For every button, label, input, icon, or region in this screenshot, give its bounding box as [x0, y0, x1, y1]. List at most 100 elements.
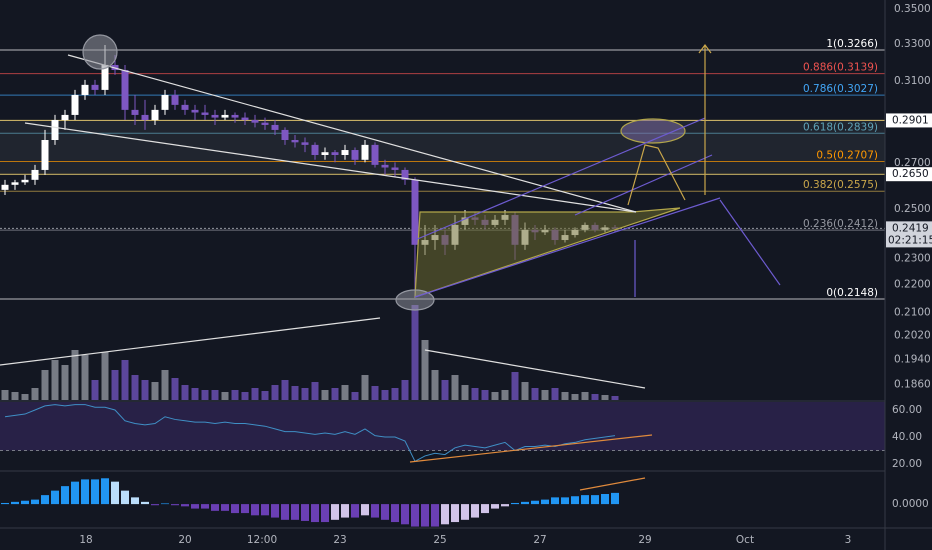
- volume-bar: [31, 388, 39, 400]
- arrow-head: [698, 44, 712, 54]
- volume-bar: [601, 395, 609, 400]
- macd-bar: [591, 495, 599, 505]
- arrow: [0, 317, 381, 366]
- macd-tick-label: 0.0000: [892, 498, 929, 510]
- macd-bar: [171, 504, 179, 506]
- y-tick-label: 0.3300: [894, 38, 931, 50]
- candle-body: [411, 179, 419, 245]
- candle-body: [191, 109, 199, 113]
- macd-bar: [541, 499, 549, 505]
- zone-box: [0, 121, 885, 173]
- volume-bar: [511, 372, 519, 400]
- y-tick-label: 0.1940: [894, 353, 931, 365]
- labels: 1.272(0.3571)1(0.3266)0.886(0.3139)0.786…: [79, 3, 932, 546]
- macd-bar: [551, 497, 559, 505]
- volume-bar: [501, 390, 509, 400]
- channel: [414, 197, 721, 298]
- macd-bar: [411, 504, 419, 527]
- volume-bar: [221, 392, 229, 400]
- macd-bar: [11, 501, 19, 505]
- volume-bar: [261, 391, 269, 400]
- candle-body: [201, 112, 209, 115]
- candle-body: [171, 94, 179, 105]
- candle-body: [391, 167, 399, 170]
- volume-bar: [231, 390, 239, 400]
- macd-bar: [291, 504, 299, 520]
- macd-bar: [141, 501, 149, 505]
- macd-bar: [121, 490, 129, 505]
- highlight: [620, 118, 686, 144]
- macd-bar: [71, 481, 79, 505]
- macd-bar: [561, 497, 569, 505]
- volume-bar: [321, 390, 329, 400]
- candle-body: [31, 169, 39, 180]
- volume-bar: [551, 388, 559, 400]
- volume-bar: [211, 390, 219, 400]
- fib-label: 0.786(0.3027): [803, 83, 878, 95]
- level-tag-label: 0.2650: [892, 168, 929, 180]
- macd-bar: [601, 494, 609, 505]
- fib-label: 0(0.2148): [826, 287, 878, 299]
- path: [627, 144, 686, 206]
- candle-body: [181, 104, 189, 110]
- y-tick-label: 0.2200: [894, 279, 931, 291]
- volume-bar: [441, 380, 449, 400]
- macd-bar: [271, 504, 279, 518]
- candle-body: [231, 114, 239, 118]
- channel: [574, 154, 713, 216]
- volume-bar: [281, 380, 289, 400]
- candle-body: [61, 114, 69, 121]
- x-tick-label: 27: [533, 534, 546, 546]
- volume-bar: [611, 396, 619, 400]
- drawings: [0, 34, 781, 491]
- rsi-tick-label: 40.00: [892, 431, 922, 443]
- fib-label: 0.382(0.2575): [803, 179, 878, 191]
- macd-bar: [391, 504, 399, 523]
- channel: [414, 117, 706, 241]
- price-tag-label: 0.2419: [892, 222, 929, 234]
- candle-body: [401, 169, 409, 180]
- macd-bar: [241, 504, 249, 514]
- volume-bar: [411, 305, 419, 400]
- volume-bar: [161, 370, 169, 400]
- macd-bar: [111, 481, 119, 505]
- macd-bar: [481, 504, 489, 514]
- candle-body: [151, 109, 159, 121]
- fib-label: 0.5(0.2707): [816, 150, 878, 162]
- y-tick-label: 0.2100: [894, 306, 931, 318]
- volume-bar: [581, 392, 589, 400]
- volume-bar: [1, 390, 9, 400]
- candle-body: [341, 150, 349, 156]
- volume-bar: [471, 388, 479, 400]
- volume-bar: [371, 386, 379, 400]
- volume-bar: [341, 385, 349, 400]
- level-tag-label: 0.2901: [892, 114, 929, 126]
- macd-bar: [351, 504, 359, 518]
- candle-body: [311, 144, 319, 156]
- candle-body: [381, 164, 389, 168]
- fib-label: 0.236(0.2412): [803, 218, 878, 230]
- volume-bar: [21, 394, 29, 400]
- x-tick-label: 29: [638, 534, 651, 546]
- macd-bar: [261, 504, 269, 516]
- y-tick-label: 0.1860: [894, 378, 931, 390]
- y-tick-label: 0.3100: [894, 75, 931, 87]
- macd-bar: [211, 504, 219, 511]
- candle-body: [121, 70, 129, 110]
- candle-body: [331, 152, 339, 156]
- fib-label: 0.618(0.2839): [803, 121, 878, 133]
- candle-body: [251, 120, 259, 123]
- candle-body: [161, 94, 169, 110]
- macd-bar: [341, 504, 349, 518]
- volume-bar: [201, 390, 209, 400]
- fib-label: 1(0.3266): [826, 38, 878, 50]
- y-tick-label: 0.2300: [894, 252, 931, 264]
- macd-bar: [401, 504, 409, 525]
- candle-body: [71, 94, 79, 115]
- volume-bar: [191, 388, 199, 400]
- volume-bar: [241, 392, 249, 400]
- macd-bar: [1, 502, 9, 505]
- macd-bar: [531, 500, 539, 505]
- macd-bar: [491, 504, 499, 509]
- macd-bar: [421, 504, 429, 527]
